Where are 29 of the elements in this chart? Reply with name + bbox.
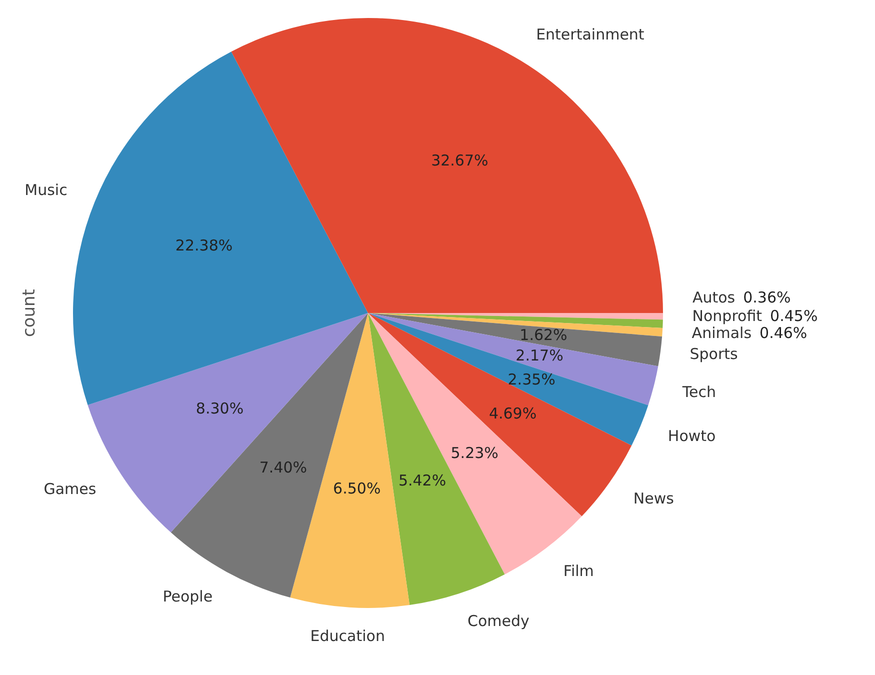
data-label: 0.46% <box>760 324 808 342</box>
data-label: 2.17% <box>516 346 564 365</box>
slice-label: People <box>162 588 213 606</box>
data-label: 8.30% <box>196 400 244 418</box>
slice-label: Entertainment <box>536 25 644 44</box>
slice-label: Nonprofit <box>692 306 762 325</box>
slice-label: Tech <box>681 383 716 402</box>
slice-label: Sports <box>690 345 738 364</box>
slice-label: Games <box>44 480 96 498</box>
data-label: 2.35% <box>508 370 556 388</box>
data-label: 5.42% <box>398 471 446 490</box>
data-label: 5.23% <box>450 444 498 462</box>
slice-label: Animals <box>692 324 752 342</box>
slice-label: Education <box>310 626 385 645</box>
data-label: 1.62% <box>520 326 568 344</box>
data-label: 6.50% <box>333 480 381 498</box>
slice-label: Autos <box>692 288 736 307</box>
slice-label: Howto <box>668 426 716 445</box>
data-label: 7.40% <box>259 458 308 476</box>
slice-label: Film <box>563 562 594 580</box>
slice-label: Music <box>24 180 68 199</box>
data-label: 4.69% <box>488 404 537 423</box>
slice-label: News <box>633 490 674 508</box>
data-label: 0.36% <box>743 288 791 307</box>
data-label: 32.67% <box>431 151 488 170</box>
text: count <box>19 288 40 337</box>
data-label: 0.45% <box>770 306 818 325</box>
slice-label: Comedy <box>468 612 530 630</box>
data-label: 22.38% <box>175 236 233 254</box>
